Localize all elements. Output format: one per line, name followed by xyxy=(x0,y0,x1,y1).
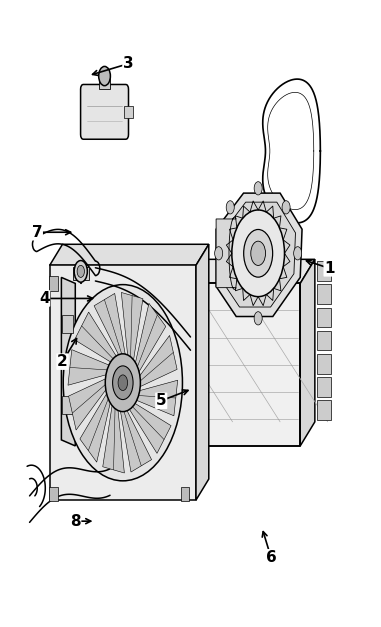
Polygon shape xyxy=(128,402,171,453)
Polygon shape xyxy=(50,245,209,265)
Circle shape xyxy=(232,210,285,297)
Polygon shape xyxy=(120,408,152,472)
Circle shape xyxy=(251,241,266,265)
Text: 2: 2 xyxy=(57,354,68,369)
Text: 3: 3 xyxy=(123,56,134,71)
Bar xyxy=(317,354,331,374)
Circle shape xyxy=(74,261,87,282)
Circle shape xyxy=(244,229,273,277)
Text: 5: 5 xyxy=(156,393,166,408)
Bar xyxy=(124,106,133,118)
Bar xyxy=(317,401,331,420)
Bar xyxy=(317,308,331,327)
Circle shape xyxy=(282,201,290,214)
Bar xyxy=(62,396,74,414)
Bar xyxy=(73,266,89,280)
FancyBboxPatch shape xyxy=(81,85,128,139)
Polygon shape xyxy=(196,245,209,500)
Bar xyxy=(317,285,331,304)
Polygon shape xyxy=(80,391,111,462)
Polygon shape xyxy=(223,202,296,307)
Circle shape xyxy=(77,265,85,277)
Polygon shape xyxy=(300,260,315,446)
Circle shape xyxy=(254,182,262,195)
Bar xyxy=(317,261,331,281)
Text: 8: 8 xyxy=(70,514,81,529)
Circle shape xyxy=(63,285,182,481)
Circle shape xyxy=(226,201,234,214)
Bar xyxy=(317,331,331,350)
Bar xyxy=(62,315,74,333)
Circle shape xyxy=(113,366,133,399)
Bar xyxy=(49,276,58,291)
Polygon shape xyxy=(75,312,118,363)
Polygon shape xyxy=(94,293,126,357)
Polygon shape xyxy=(61,277,75,446)
Polygon shape xyxy=(103,402,124,473)
Text: 1: 1 xyxy=(324,261,335,276)
Text: 7: 7 xyxy=(32,224,42,240)
Polygon shape xyxy=(134,303,166,374)
Bar xyxy=(317,377,331,397)
Polygon shape xyxy=(69,378,107,430)
Bar xyxy=(181,487,189,502)
Circle shape xyxy=(215,246,223,260)
Polygon shape xyxy=(50,265,196,500)
Polygon shape xyxy=(216,217,236,290)
Bar xyxy=(99,78,110,89)
Polygon shape xyxy=(121,292,143,363)
Circle shape xyxy=(118,375,128,391)
Circle shape xyxy=(99,66,110,86)
Circle shape xyxy=(105,354,140,411)
Text: 6: 6 xyxy=(266,550,276,565)
Circle shape xyxy=(254,312,262,325)
Polygon shape xyxy=(138,335,177,387)
Bar xyxy=(49,487,58,502)
Circle shape xyxy=(294,246,302,260)
Polygon shape xyxy=(75,283,300,446)
Polygon shape xyxy=(216,193,302,317)
Polygon shape xyxy=(68,350,111,385)
Polygon shape xyxy=(134,380,178,416)
Text: 4: 4 xyxy=(39,291,50,306)
Polygon shape xyxy=(75,260,315,283)
